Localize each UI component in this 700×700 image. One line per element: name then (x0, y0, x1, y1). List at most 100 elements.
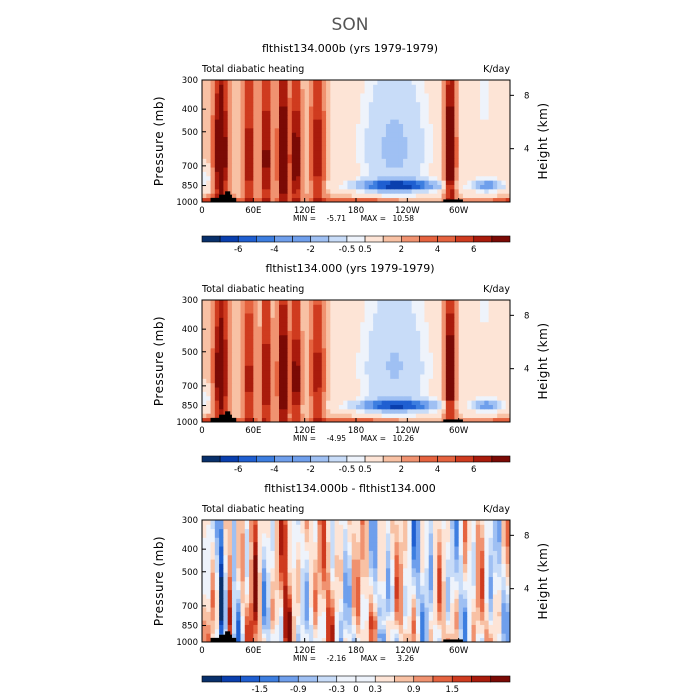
heatmap-cell (202, 347, 207, 353)
heatmap-cell (283, 184, 288, 190)
heatmap-cell (398, 141, 404, 146)
heatmap-cell (240, 119, 246, 124)
heatmap-cell (480, 149, 485, 155)
heatmap-cell (497, 304, 502, 310)
heatmap-cell (330, 395, 336, 401)
heatmap-cell (356, 158, 361, 164)
heatmap-cell (266, 123, 271, 129)
heatmap-cell (488, 93, 494, 98)
heatmap-cell (308, 84, 314, 90)
heatmap-cell (368, 184, 374, 190)
heatmap-cell (308, 339, 314, 344)
heatmap-cell (390, 101, 395, 107)
heatmap-cell (437, 637, 442, 643)
heatmap-cell (351, 378, 357, 384)
heatmap-cell (381, 171, 387, 177)
heatmap-cell (347, 330, 353, 336)
heatmap-cell (330, 400, 336, 405)
heatmap-cell (240, 84, 246, 90)
heatmap-cell (377, 343, 383, 349)
heatmap-cell (321, 93, 327, 98)
heatmap-cell (441, 93, 447, 98)
heatmap-cell (313, 326, 318, 331)
heatmap-cell (351, 620, 357, 625)
heatmap-cell (356, 382, 361, 388)
heatmap-cell (227, 594, 233, 599)
heatmap-cell (462, 88, 468, 94)
heatmap-cell (223, 317, 229, 323)
heatmap-cell (445, 611, 451, 617)
heatmap-cell (326, 106, 331, 111)
heatmap-cell (338, 154, 344, 159)
heatmap-cell (424, 343, 430, 349)
heatmap-cell (497, 637, 502, 643)
heatmap-cell (223, 602, 229, 608)
heatmap-cell (313, 352, 318, 358)
heatmap-cell (308, 352, 314, 358)
heatmap-cell (475, 141, 481, 146)
heatmap-cell (279, 101, 284, 107)
heatmap-cell (313, 602, 318, 608)
heatmap-cell (231, 607, 237, 612)
heatmap-cell (497, 633, 502, 639)
heatmap-cell (202, 417, 207, 423)
heatmap-cell (394, 101, 400, 107)
heatmap-cell (394, 308, 400, 314)
heatmap-cell (415, 400, 421, 405)
colorbar-box (274, 455, 293, 463)
heatmap-cell (356, 326, 361, 331)
heatmap-cell (338, 326, 344, 331)
y-tick-label: 300 (182, 296, 198, 306)
heatmap-cell (219, 602, 224, 608)
heatmap-cell (364, 167, 370, 172)
heatmap-cell (266, 101, 271, 107)
heatmap-cell (326, 154, 331, 159)
heatmap-cell (488, 193, 494, 199)
heatmap-cell (411, 171, 417, 177)
heatmap-cell (415, 395, 421, 401)
heatmap-cell (274, 308, 280, 314)
heatmap-cell (415, 149, 421, 155)
colorbar-label: 0.5 (358, 245, 372, 255)
heatmap-cell (403, 369, 408, 375)
heatmap-cell (249, 356, 254, 362)
heatmap-cell (231, 594, 237, 599)
heatmap-cell (360, 378, 365, 384)
heatmap-cell (202, 84, 207, 90)
heatmap-cell (492, 162, 498, 168)
heatmap-cell (223, 145, 229, 151)
heatmap-cell (480, 304, 485, 310)
heatmap-cell (368, 300, 374, 305)
heatmap-cell (471, 413, 477, 419)
heatmap-cell (343, 326, 348, 331)
heatmap-cell (462, 184, 468, 190)
heatmap-cell (231, 361, 237, 366)
heatmap-cell (394, 136, 400, 142)
heatmap-cell (270, 300, 276, 305)
heatmap-cell (202, 369, 207, 375)
heatmap-cell (351, 97, 357, 103)
heatmap-cell (475, 308, 481, 314)
heatmap-cell (313, 361, 318, 366)
heatmap-cell (253, 141, 259, 146)
heatmap-cell (475, 180, 481, 185)
heatmap-cell (291, 598, 297, 604)
heatmap-cell (287, 343, 293, 349)
heatmap-cell (326, 387, 331, 392)
heatmap-cell (351, 123, 357, 129)
heatmap-cell (202, 391, 207, 397)
heatmap-cell (291, 145, 297, 151)
heatmap-cell (266, 175, 271, 181)
heatmap-cell (287, 334, 293, 340)
heatmap-cell (244, 321, 250, 327)
heatmap-cell (351, 321, 357, 327)
heatmap-cell (505, 369, 511, 375)
heatmap-cell (206, 193, 211, 199)
heatmap-cell (467, 127, 472, 133)
heatmap-cell (475, 387, 481, 392)
heatmap-cell (501, 356, 507, 362)
heatmap-cell (257, 620, 263, 625)
heatmap-cell (373, 193, 378, 199)
heatmap-cell (296, 382, 301, 388)
heatmap-cell (351, 391, 357, 397)
